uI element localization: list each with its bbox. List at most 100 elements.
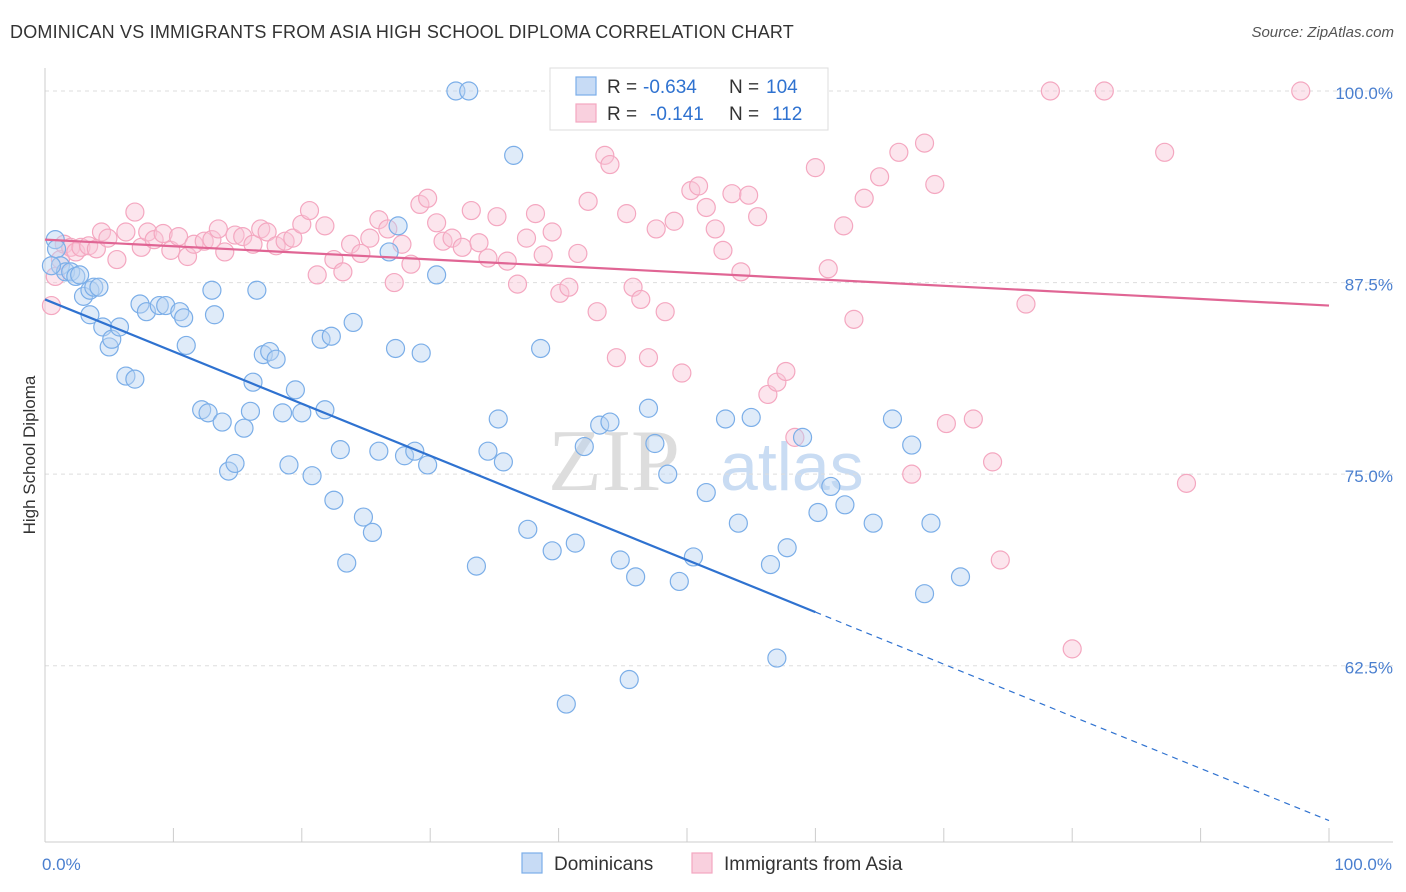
x-tick-label-min: 0.0% [42, 855, 81, 874]
data-point [914, 584, 935, 604]
data-point [411, 343, 431, 363]
data-point [936, 413, 956, 434]
data-point [149, 295, 169, 316]
data-point [1040, 81, 1060, 101]
data-point [869, 167, 890, 187]
data-point [302, 466, 322, 486]
data-point [889, 142, 909, 162]
data-point [84, 277, 104, 297]
data-point [565, 533, 585, 553]
data-point [728, 513, 748, 533]
data-point [696, 197, 716, 218]
data-point [194, 231, 214, 251]
data-point [174, 308, 194, 328]
data-point [459, 81, 479, 101]
data-point [410, 194, 430, 215]
data-point [299, 200, 320, 221]
data-point [741, 407, 761, 428]
data-point [198, 403, 218, 423]
data-point [55, 262, 76, 282]
data-point [525, 204, 546, 224]
data-point [568, 243, 588, 264]
data-point [330, 440, 350, 460]
data-point [821, 476, 841, 497]
data-point [669, 571, 689, 592]
data-point [808, 502, 828, 523]
data-point [125, 369, 145, 389]
data-point [542, 541, 562, 561]
data-point [153, 223, 173, 244]
data-point [156, 295, 176, 316]
data-point [130, 294, 150, 314]
trend-line-1 [44, 238, 1330, 307]
legend-series: Dominicans Immigrants from Asia [521, 852, 903, 875]
data-point [767, 648, 787, 668]
data-point [493, 452, 513, 472]
data-point [478, 441, 498, 461]
data-point [176, 335, 196, 356]
x-tick-label-max: 100.0% [1334, 855, 1392, 874]
data-point [902, 435, 922, 455]
legend-r-value-2: -0.141 [650, 104, 704, 125]
data-point [337, 553, 357, 573]
data-point [664, 211, 684, 231]
data-point [638, 398, 659, 418]
data-point [202, 280, 222, 300]
data-point [587, 302, 607, 322]
data-point [247, 280, 267, 300]
data-point [360, 228, 380, 248]
data-point [748, 207, 768, 227]
y-tick-label: 87.5% [1345, 276, 1393, 295]
y-tick-labels: 100.0% 87.5% 75.0% 62.5% [1335, 84, 1393, 678]
legend-n-label-2: N = [729, 104, 759, 125]
data-point [384, 272, 404, 293]
data-point [507, 274, 528, 294]
data-point [559, 277, 579, 297]
data-point [204, 305, 225, 325]
data-point [46, 239, 67, 259]
data-point [138, 222, 158, 242]
data-point [215, 242, 235, 262]
y-tick-label: 75.0% [1345, 467, 1393, 486]
data-point [696, 482, 716, 503]
data-point [531, 338, 551, 359]
data-point [638, 348, 659, 368]
data-point [285, 380, 305, 400]
trend-line-0 [44, 298, 816, 614]
data-point [283, 228, 303, 248]
data-point [722, 184, 742, 204]
data-point [504, 145, 524, 165]
data-point [70, 265, 90, 285]
axes [44, 68, 1393, 843]
legend-bottom-swatch-dominicans [521, 852, 543, 874]
data-point [1016, 294, 1036, 314]
legend-swatch-asia [575, 103, 597, 123]
data-point [713, 240, 733, 260]
data-point [792, 427, 813, 447]
data-point [427, 213, 447, 233]
data-point [776, 361, 796, 382]
data-point [672, 363, 692, 383]
data-point [646, 219, 666, 239]
data-point [315, 216, 335, 236]
data-point [950, 567, 971, 587]
data-point [655, 302, 675, 322]
data-point [234, 418, 254, 438]
legend-r-value-1: -0.634 [643, 77, 697, 98]
data-point [89, 277, 109, 297]
data-point [805, 158, 826, 178]
data-point [41, 256, 62, 276]
data-point [1291, 81, 1311, 101]
data-point [600, 412, 620, 432]
data-point [116, 222, 136, 242]
legend-bottom-label-asia: Immigrants from Asia [724, 854, 903, 875]
data-point [243, 234, 263, 254]
data-point [333, 262, 353, 282]
watermark-atlas: atlas [720, 429, 864, 505]
data-point [225, 453, 245, 474]
data-point [574, 436, 594, 457]
data-point [107, 249, 127, 270]
data-point [556, 694, 576, 714]
data-point [488, 409, 508, 429]
data-point [863, 513, 883, 533]
